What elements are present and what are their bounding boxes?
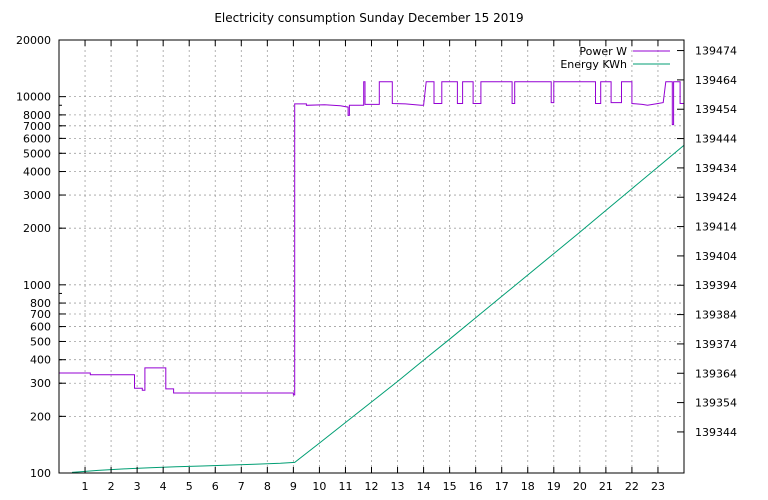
x-tick-label: 19 <box>547 480 561 493</box>
y-right-tick-label: 139464 <box>695 74 737 87</box>
y-right-tick-label: 139444 <box>695 133 737 146</box>
y-left-tick-label: 5000 <box>23 147 51 160</box>
series-line-energy <box>71 144 685 473</box>
y-right-tick-label: 139414 <box>695 221 737 234</box>
x-tick-label: 13 <box>391 480 405 493</box>
chart-title: Electricity consumption Sunday December … <box>214 11 523 25</box>
y-left-tick-label: 6000 <box>23 132 51 145</box>
y-left-tick-label: 3000 <box>23 189 51 202</box>
x-axis: 1 2 3 4 5 6 7 8 9 10 11 12 13 14 15 16 17 18 19 20 21 22 23 <box>82 40 665 493</box>
y-left-tick-label: 400 <box>30 354 51 367</box>
grid <box>59 40 684 473</box>
series-line-power <box>59 81 684 396</box>
y-left-tick-label: 200 <box>30 410 51 423</box>
x-tick-label: 23 <box>651 480 665 493</box>
x-tick-label: 16 <box>469 480 483 493</box>
y-right-tick-label: 139374 <box>695 338 737 351</box>
x-tick-label: 18 <box>521 480 535 493</box>
x-tick-label: 5 <box>186 480 193 493</box>
legend-label-power: Power W <box>579 45 627 58</box>
x-tick-label: 3 <box>134 480 141 493</box>
x-tick-label: 10 <box>312 480 326 493</box>
y-right-tick-label: 139344 <box>695 426 737 439</box>
x-tick-label: 9 <box>290 480 297 493</box>
y-right-tick-label: 139424 <box>695 191 737 204</box>
x-tick-label: 11 <box>338 480 352 493</box>
y-left-tick-label: 4000 <box>23 166 51 179</box>
x-tick-label: 15 <box>443 480 457 493</box>
x-tick-label: 1 <box>82 480 89 493</box>
x-tick-label: 21 <box>599 480 613 493</box>
y-left-tick-label: 8000 <box>23 109 51 122</box>
x-tick-label: 12 <box>365 480 379 493</box>
y-right-tick-label: 139404 <box>695 250 737 263</box>
y-right-tick-label: 139434 <box>695 162 737 175</box>
y-axis-right: 139474 139464 139454 139444 139434 139424 1394… <box>677 45 737 439</box>
y-right-tick-label: 139474 <box>695 45 737 58</box>
x-tick-label: 22 <box>625 480 639 493</box>
y-right-tick-label: 139384 <box>695 309 737 322</box>
legend: Power W Energy KWh <box>560 45 670 71</box>
y-right-tick-label: 139354 <box>695 397 737 410</box>
y-left-tick-label: 2000 <box>23 222 51 235</box>
x-tick-label: 14 <box>417 480 431 493</box>
x-tick-label: 17 <box>495 480 509 493</box>
x-tick-label: 20 <box>573 480 587 493</box>
x-tick-label: 6 <box>212 480 219 493</box>
x-tick-label: 4 <box>160 480 167 493</box>
y-left-tick-label: 500 <box>30 335 51 348</box>
y-left-tick-label: 800 <box>30 297 51 310</box>
y-left-tick-label: 1000 <box>23 279 51 292</box>
y-left-tick-label: 10000 <box>16 91 51 104</box>
y-left-tick-label: 7000 <box>23 120 51 133</box>
y-right-tick-label: 139454 <box>695 103 737 116</box>
y-right-tick-label: 139394 <box>695 279 737 292</box>
data-layer <box>59 81 685 473</box>
y-right-tick-label: 139364 <box>695 367 737 380</box>
y-left-tick-label: 600 <box>30 321 51 334</box>
legend-label-energy: Energy KWh <box>560 58 627 71</box>
y-left-tick-label: 100 <box>30 467 51 480</box>
y-left-tick-label: 300 <box>30 377 51 390</box>
x-tick-label: 7 <box>238 480 245 493</box>
x-tick-label: 2 <box>108 480 115 493</box>
y-left-tick-label: 700 <box>30 308 51 321</box>
x-tick-label: 8 <box>264 480 271 493</box>
y-left-tick-label: 20000 <box>16 34 51 47</box>
